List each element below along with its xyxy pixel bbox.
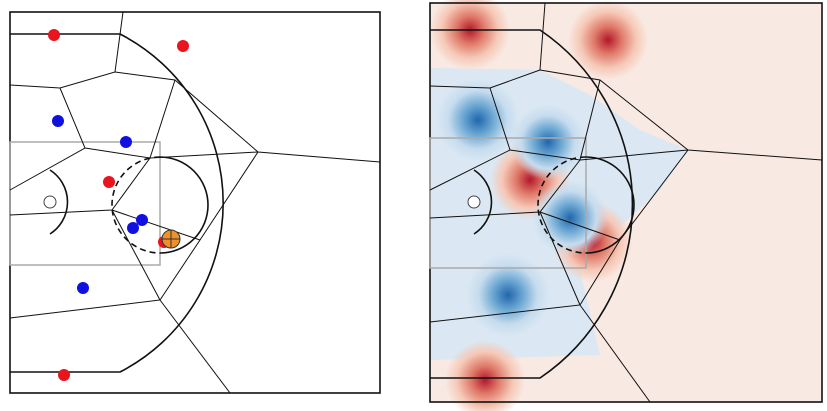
ft-circle bbox=[585, 156, 635, 254]
basket bbox=[467, 195, 481, 209]
attacker bbox=[177, 40, 189, 52]
frame bbox=[9, 11, 381, 394]
ft-circle-dashed bbox=[111, 156, 161, 254]
ball bbox=[161, 229, 181, 249]
ft-circle bbox=[159, 156, 209, 254]
paint bbox=[9, 141, 161, 266]
paint bbox=[429, 137, 587, 269]
three-point-line bbox=[10, 33, 224, 373]
defender bbox=[120, 136, 132, 148]
ft-circle-dashed bbox=[537, 156, 587, 254]
basket bbox=[43, 195, 57, 209]
left-panel bbox=[9, 11, 381, 394]
defender bbox=[52, 115, 64, 127]
heat bbox=[430, 0, 648, 411]
restricted-arc bbox=[49, 169, 69, 235]
attacker bbox=[103, 176, 115, 188]
attacker bbox=[58, 369, 70, 381]
three-point-line bbox=[430, 29, 634, 379]
defender bbox=[136, 214, 148, 226]
defender bbox=[77, 282, 89, 294]
right-panel bbox=[429, 0, 823, 411]
defender bbox=[127, 222, 139, 234]
voronoi bbox=[429, 2, 823, 403]
players bbox=[48, 29, 189, 381]
restricted-arc bbox=[473, 169, 493, 235]
attacker bbox=[48, 29, 60, 41]
